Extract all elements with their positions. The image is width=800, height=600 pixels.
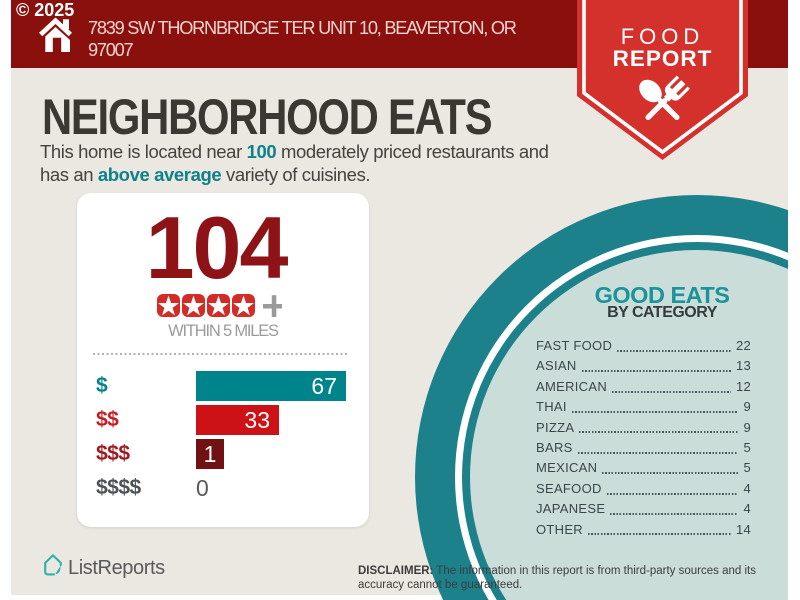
svg-text:REPORT: REPORT	[613, 46, 713, 71]
svg-text:FOOD: FOOD	[621, 24, 705, 49]
